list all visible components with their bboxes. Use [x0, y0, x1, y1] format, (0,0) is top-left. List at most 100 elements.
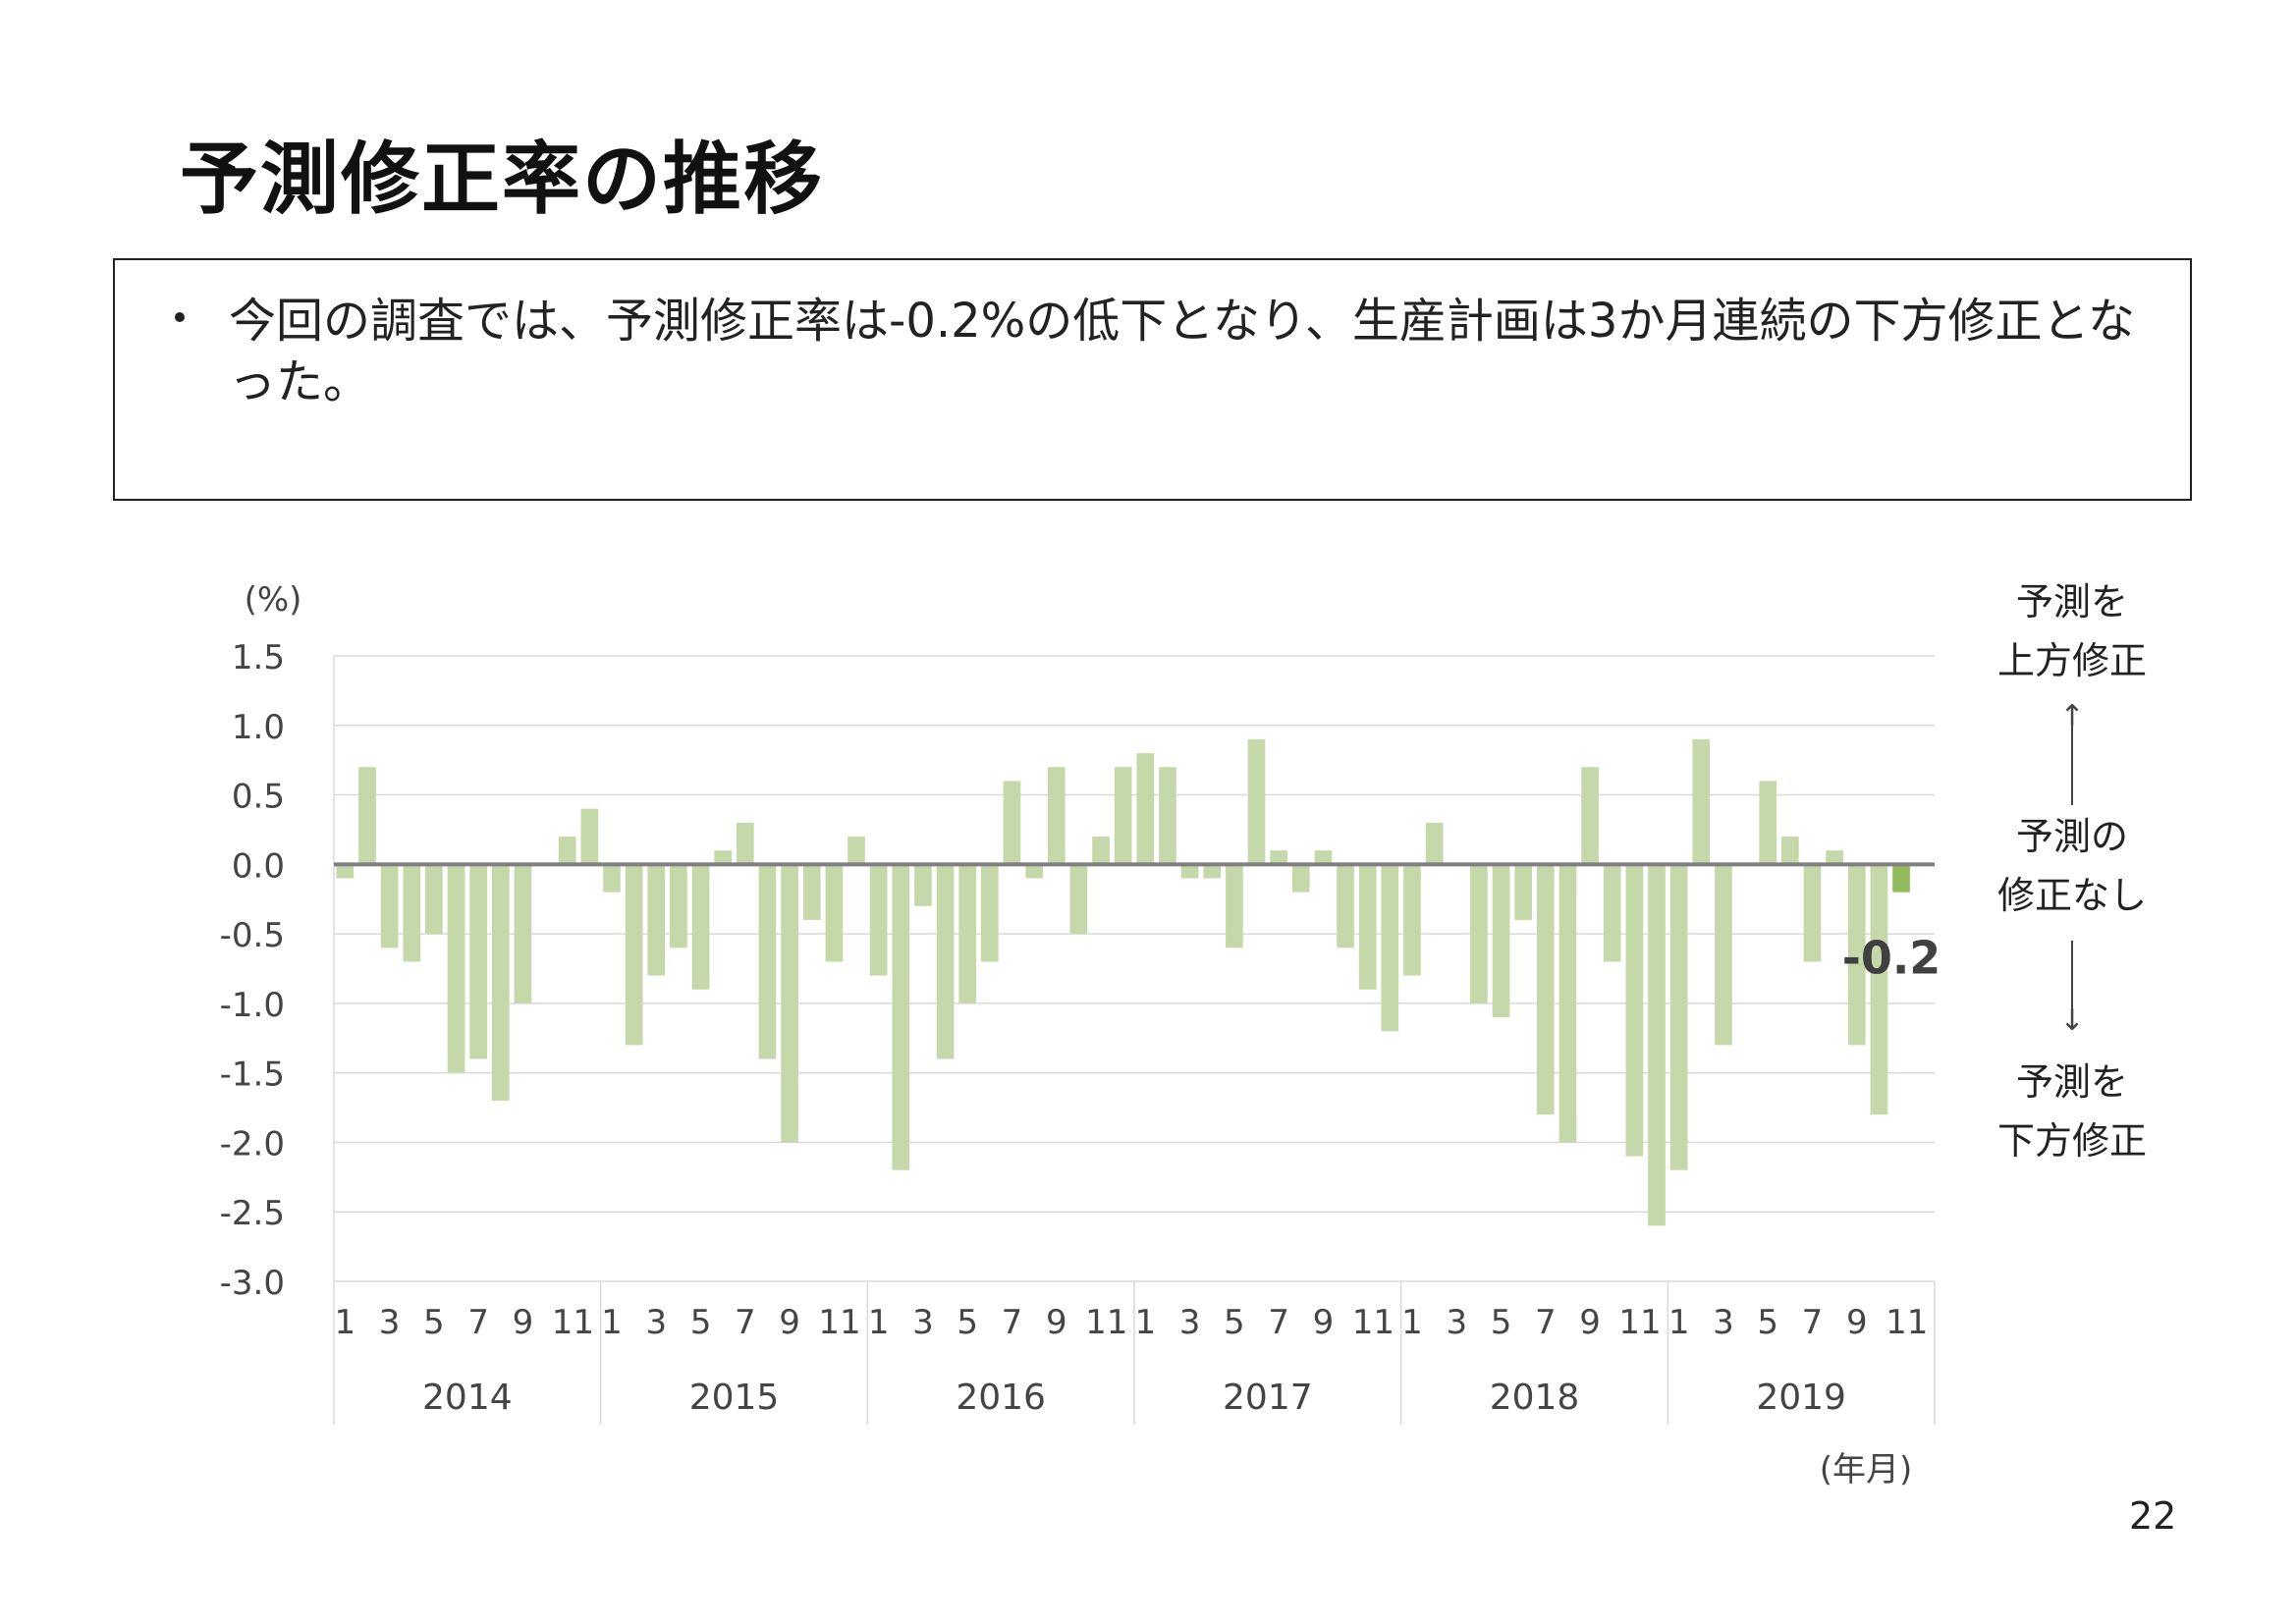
month-tick-label: 11 — [1085, 1303, 1127, 1342]
bar — [914, 864, 932, 906]
bar — [336, 864, 355, 879]
month-tick-label: 11 — [1886, 1303, 1928, 1342]
x-axis-label: (年月) — [1820, 1450, 1913, 1489]
month-tick-label: 1 — [1401, 1303, 1423, 1342]
month-tick-label: 3 — [1713, 1303, 1734, 1342]
bar — [1648, 864, 1666, 1226]
month-tick-label: 3 — [379, 1303, 401, 1342]
month-tick-label: 7 — [1002, 1303, 1023, 1342]
y-tick-label: -3.0 — [220, 1264, 285, 1303]
bar — [1358, 864, 1377, 990]
bar — [1314, 850, 1333, 865]
arrow-down-line — [2071, 941, 2073, 1021]
bar — [1291, 864, 1310, 893]
bar — [1425, 822, 1444, 865]
bars — [336, 738, 1910, 1226]
month-tick-label: 3 — [1179, 1303, 1201, 1342]
bar — [1803, 864, 1822, 962]
bar — [1159, 767, 1176, 865]
month-tick-label: 5 — [423, 1303, 445, 1342]
month-tick-label: 7 — [1268, 1303, 1289, 1342]
y-tick-label: 0.0 — [232, 846, 285, 886]
bar — [691, 864, 710, 990]
bar — [1337, 864, 1354, 948]
axis-labels: 1.5 1.0 0.5 0.0 -0.5 -1.0 -1.5 -2.0 -2.5 -3.0 (%) -… — [220, 580, 1941, 1489]
bar — [1870, 864, 1888, 1115]
bar — [647, 864, 666, 976]
y-tick-label: 1.0 — [232, 708, 285, 747]
bar — [802, 864, 821, 920]
bar — [1114, 767, 1132, 865]
month-tick-label: 9 — [1579, 1303, 1601, 1342]
month-tick-label: 5 — [1757, 1303, 1778, 1342]
bar — [736, 822, 754, 865]
y-tick-label: -2.0 — [220, 1124, 285, 1164]
month-tick-label: 5 — [690, 1303, 712, 1342]
month-tick-label: 11 — [552, 1303, 594, 1342]
bar — [1692, 738, 1711, 865]
bar — [625, 864, 643, 1046]
month-tick-label: 1 — [1668, 1303, 1690, 1342]
bar — [1470, 864, 1488, 1003]
bar — [825, 864, 844, 962]
gridlines — [334, 655, 1935, 1282]
bar — [1069, 864, 1088, 935]
month-tick-label: 5 — [957, 1303, 978, 1342]
bar — [580, 808, 599, 865]
year-label: 2015 — [689, 1378, 780, 1418]
bar — [1558, 864, 1577, 1143]
bar — [758, 864, 777, 1059]
y-tick-label: -2.5 — [220, 1194, 285, 1233]
downward-revision-label: 予測を 下方修正 — [1996, 1060, 2147, 1163]
month-tick-label: 5 — [1224, 1303, 1245, 1342]
bar — [403, 864, 421, 962]
bar — [1092, 837, 1110, 865]
bar — [1581, 767, 1599, 865]
bar — [1047, 767, 1066, 865]
bullet-icon — [175, 312, 185, 322]
bar — [781, 864, 798, 1143]
year-label: 2019 — [1756, 1378, 1846, 1418]
bar — [1847, 864, 1866, 1046]
month-tick-label: 5 — [1491, 1303, 1512, 1342]
bar — [1603, 864, 1621, 962]
latest-value-label: -0.2 — [1842, 932, 1941, 985]
no-revision-label: 予測の 修正なし — [1996, 815, 2147, 917]
bar — [1003, 781, 1021, 865]
bar — [380, 864, 399, 948]
page-title: 予測修正率の推移 — [180, 134, 824, 225]
month-tick-label: 9 — [513, 1303, 534, 1342]
month-tick-label: 9 — [779, 1303, 800, 1342]
bar — [1669, 864, 1688, 1170]
page-number: 22 — [2129, 1494, 2177, 1538]
month-tick-label: 3 — [912, 1303, 934, 1342]
bar — [1715, 864, 1732, 1046]
bar — [469, 864, 487, 1059]
bar — [447, 864, 465, 1073]
month-tick-label: 7 — [1802, 1303, 1824, 1342]
month-tick-label: 11 — [818, 1303, 860, 1342]
month-tick-label: 7 — [735, 1303, 756, 1342]
bar — [491, 864, 510, 1101]
month-tick-label: 1 — [334, 1303, 355, 1342]
month-tick-label: 11 — [1618, 1303, 1661, 1342]
bar — [670, 864, 687, 948]
bar — [425, 864, 443, 935]
y-tick-label: -0.5 — [220, 916, 285, 955]
summary-box — [113, 258, 2192, 501]
axes — [333, 656, 1936, 1425]
bar — [1025, 864, 1043, 879]
bar — [1180, 864, 1199, 879]
month-tick-label: 7 — [467, 1303, 489, 1342]
bar — [1625, 864, 1644, 1157]
bar — [603, 864, 621, 893]
month-tick-label: 1 — [868, 1303, 890, 1342]
bar — [847, 837, 865, 865]
month-tick-label: 1 — [601, 1303, 623, 1342]
arrow-up-line — [2071, 725, 2073, 805]
bar — [1892, 864, 1910, 893]
bar — [1403, 864, 1421, 976]
month-tick-label: 9 — [1313, 1303, 1335, 1342]
bar — [936, 864, 955, 1059]
